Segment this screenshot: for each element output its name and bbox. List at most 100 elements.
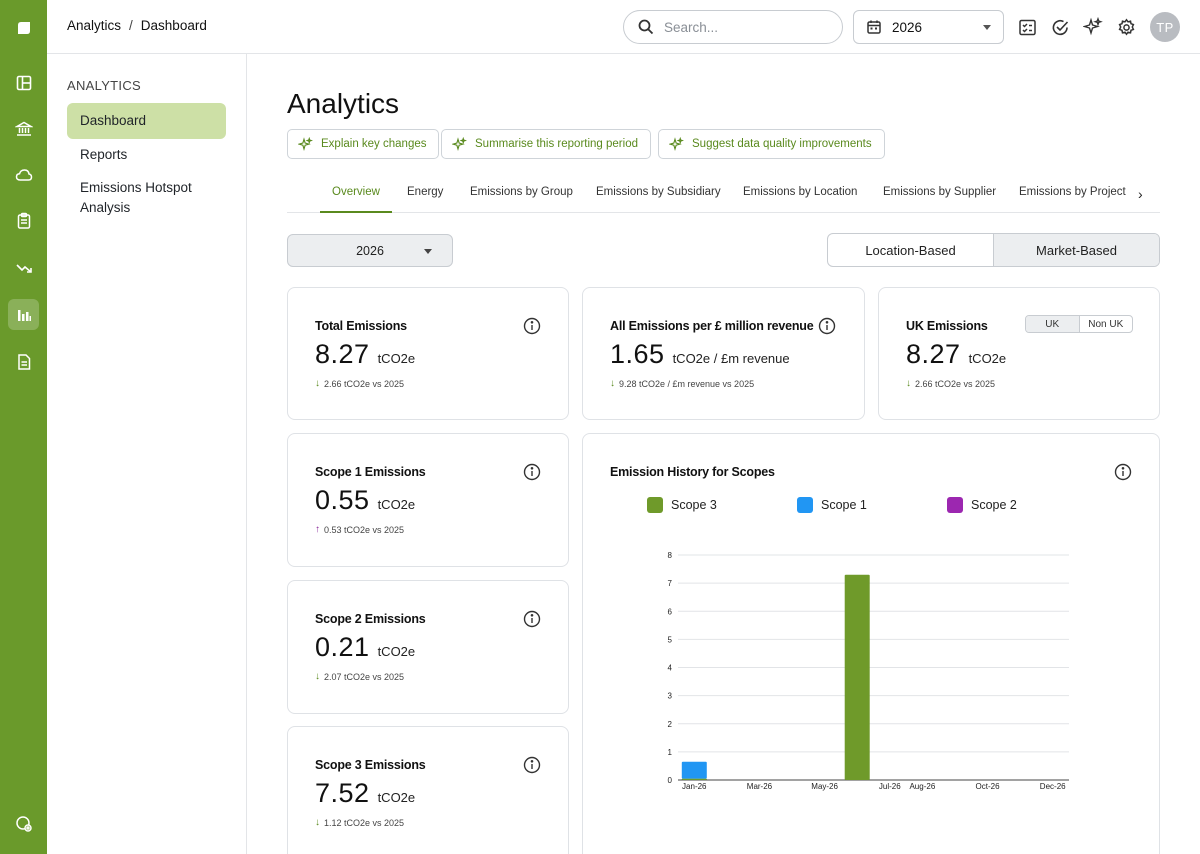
summarise-period-button[interactable]: Summarise this reporting period: [441, 129, 651, 159]
layout-icon[interactable]: [8, 67, 39, 98]
card-title: Scope 3 Emissions: [315, 758, 426, 772]
metric-value: 8.27: [315, 339, 370, 369]
location-based-option[interactable]: Location-Based: [865, 242, 956, 258]
breadcrumb-root[interactable]: Analytics: [67, 18, 122, 33]
top-bar: Analytics / Dashboard 2026 TP: [47, 0, 1200, 54]
delta-text: 2.66 tCO2e vs 2025: [324, 378, 405, 389]
chevron-down-icon: [983, 25, 991, 30]
suggest-data-quality-button[interactable]: Suggest data quality improvements: [658, 129, 885, 159]
sparkle-icon: [669, 136, 684, 151]
info-icon[interactable]: [523, 317, 541, 335]
sparkle-icon: [452, 136, 467, 151]
scope3-emissions-card: Scope 3 Emissions 7.52 tCO2e ↓ 1.12 tCO2e…: [287, 726, 569, 854]
check-circle-icon[interactable]: [1049, 16, 1071, 38]
trend-down-icon[interactable]: [8, 252, 39, 283]
uk-option[interactable]: UK: [1026, 316, 1080, 332]
y-tick-label: 5: [668, 635, 673, 644]
sidebar-heading: ANALYTICS: [67, 78, 141, 93]
app-logo-icon[interactable]: [8, 12, 39, 43]
delta: ↓ 1.12 tCO2e vs 2025: [315, 817, 404, 828]
cloud-icon[interactable]: [8, 159, 39, 190]
summarise-period-label: Summarise this reporting period: [475, 138, 638, 150]
non-uk-option[interactable]: Non UK: [1088, 318, 1124, 330]
card-title: Scope 2 Emissions: [315, 612, 426, 626]
tab-overview[interactable]: Overview: [320, 176, 392, 213]
delta: ↑ 0.53 tCO2e vs 2025: [315, 524, 404, 535]
search-icon: [638, 19, 654, 35]
bank-icon[interactable]: [8, 113, 39, 144]
year-filter-select[interactable]: 2026: [287, 234, 453, 267]
y-tick-label: 7: [668, 579, 673, 588]
y-tick-label: 0: [668, 776, 673, 785]
search-input[interactable]: [664, 19, 824, 35]
y-tick-label: 3: [668, 692, 673, 701]
avatar[interactable]: TP: [1150, 12, 1180, 42]
tab-emissions-by-project[interactable]: Emissions by Project: [1019, 186, 1126, 198]
y-tick-label: 4: [668, 664, 673, 673]
uk-emissions-card: UK Emissions UK Non UK 8.27 tCO2e ↓ 2.66 …: [878, 287, 1160, 420]
metric-value: 8.27: [906, 339, 961, 369]
search-box[interactable]: [623, 10, 843, 44]
info-icon[interactable]: [818, 317, 836, 335]
x-tick-label: Oct-26: [976, 782, 1001, 791]
delta: ↓ 9.28 tCO2e / £m revenue vs 2025: [610, 378, 754, 389]
metric-unit: tCO2e: [377, 644, 416, 659]
tab-energy[interactable]: Energy: [407, 186, 444, 198]
x-tick-label: Jan-26: [682, 782, 707, 791]
metric-value: 1.65: [610, 339, 665, 369]
delta-text: 9.28 tCO2e / £m revenue vs 2025: [619, 378, 755, 389]
tab-bar: Overview Energy Emissions by Group Emiss…: [287, 176, 1160, 213]
gear-icon[interactable]: [1115, 16, 1137, 38]
tab-emissions-by-subsidiary[interactable]: Emissions by Subsidiary: [596, 186, 721, 198]
market-based-option[interactable]: Market-Based: [993, 234, 1159, 266]
y-tick-label: 8: [668, 551, 673, 560]
page-title: Analytics: [287, 88, 400, 119]
card-title: UK Emissions: [906, 319, 988, 333]
sparkle-icon[interactable]: [1082, 16, 1104, 38]
info-icon[interactable]: [523, 463, 541, 481]
sidebar-item-reports[interactable]: Reports: [80, 147, 128, 162]
arrow-down-icon: ↓: [610, 378, 615, 389]
delta: ↓ 2.07 tCO2e vs 2025: [315, 671, 404, 682]
basis-toggle: Location-Based Market-Based: [827, 233, 1160, 267]
card-title: Total Emissions: [315, 319, 407, 333]
metric-unit: tCO2e: [377, 351, 416, 366]
bar-scope-1: [681, 761, 707, 779]
delta-text: 2.66 tCO2e vs 2025: [915, 378, 996, 389]
metric-unit: tCO2e: [968, 351, 1007, 366]
sidebar-item-dashboard[interactable]: Dashboard: [67, 103, 226, 139]
info-icon[interactable]: [523, 756, 541, 774]
metric: 1.65 tCO2e / £m revenue: [610, 339, 790, 370]
settings-globe-icon[interactable]: [8, 808, 39, 839]
legend-label: Scope 1: [821, 498, 867, 512]
arrow-up-icon: ↑: [315, 524, 320, 535]
year-selector[interactable]: 2026: [853, 10, 1004, 44]
clipboard-icon[interactable]: [8, 205, 39, 236]
sparkle-icon: [298, 136, 313, 151]
metric: 0.55 tCO2e: [315, 485, 415, 516]
tab-emissions-by-location[interactable]: Emissions by Location: [743, 186, 858, 198]
sidebar-item-emissions-hotspot-analysis[interactable]: Emissions Hotspot Analysis: [80, 180, 192, 215]
checklist-icon[interactable]: [1016, 16, 1038, 38]
analytics-icon[interactable]: [8, 299, 39, 330]
info-icon[interactable]: [1114, 463, 1132, 481]
delta-text: 0.53 tCO2e vs 2025: [324, 524, 405, 535]
tab-emissions-by-supplier[interactable]: Emissions by Supplier: [883, 186, 997, 198]
app-rail: [0, 0, 47, 854]
explain-key-changes-label: Explain key changes: [321, 138, 427, 150]
y-tick-label: 2: [668, 720, 673, 729]
chevron-right-icon[interactable]: ›: [1138, 186, 1143, 202]
scope2-emissions-card: Scope 2 Emissions 0.21 tCO2e ↓ 2.07 tCO2e…: [287, 580, 569, 714]
legend-item-scope1[interactable]: Scope 1: [797, 497, 867, 513]
arrow-down-icon: ↓: [315, 378, 320, 389]
tab-emissions-by-group[interactable]: Emissions by Group: [470, 186, 573, 198]
info-icon[interactable]: [523, 610, 541, 628]
explain-key-changes-button[interactable]: Explain key changes: [287, 129, 440, 159]
legend-item-scope2[interactable]: Scope 2: [947, 497, 1017, 513]
main-content: Analytics Explain key changes Summarise …: [247, 54, 1200, 854]
legend-item-scope3[interactable]: Scope 3: [647, 497, 717, 513]
document-icon[interactable]: [8, 346, 39, 377]
sidebar: ANALYTICS Dashboard Reports Emissions Ho…: [47, 54, 247, 854]
metric-unit: tCO2e: [377, 497, 416, 512]
delta-text: 2.07 tCO2e vs 2025: [324, 671, 405, 682]
